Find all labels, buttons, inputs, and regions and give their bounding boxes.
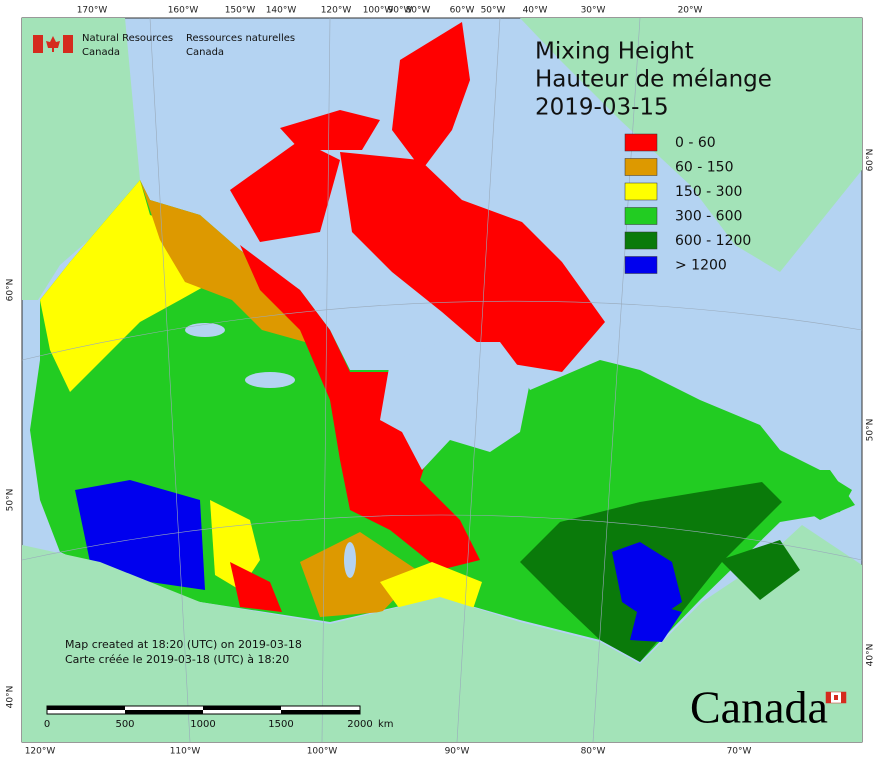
org-en: Canada: [82, 47, 120, 58]
legend-label: > 1200: [675, 258, 727, 274]
scale-label: 1000: [190, 719, 215, 730]
lake: [185, 323, 225, 337]
scale-label: 500: [115, 719, 134, 730]
region-red: [230, 562, 282, 612]
graticule-label: 110°W: [170, 747, 201, 757]
graticule-label: 40°N: [6, 686, 16, 709]
graticule-label: 50°W: [481, 6, 506, 16]
canada-wordmark-flag: [825, 691, 847, 704]
legend-label: 300 - 600: [675, 209, 742, 225]
legend-label: 60 - 150: [675, 160, 734, 176]
arctic-island: [392, 22, 470, 170]
scale-label: 2000: [347, 719, 372, 730]
arctic-island: [340, 152, 605, 372]
org-fr: Ressources naturelles: [186, 33, 295, 44]
graticule-label: 120°W: [25, 747, 56, 757]
legend-swatch: [624, 207, 658, 225]
region-blue: [630, 600, 682, 642]
graticule-label: 80°W: [581, 747, 606, 757]
region-yellow: [210, 500, 260, 590]
legend-swatch: [624, 182, 658, 201]
graticule-label: 160°W: [168, 6, 199, 16]
graticule-label: 150°W: [225, 6, 256, 16]
credit-line: Carte créée le 2019-03-18 (UTC) à 18:20: [65, 653, 289, 666]
flag-bar: [841, 692, 846, 703]
graticule-label: 90°W: [388, 6, 413, 16]
scale-label: 1500: [268, 719, 293, 730]
arctic-island: [280, 110, 380, 150]
graticule-label: 50°N: [866, 419, 876, 442]
graticule-label: 20°W: [678, 6, 703, 16]
title-line: Mixing Height: [535, 39, 694, 65]
org-fr: Canada: [186, 47, 224, 58]
maple-leaf: [834, 695, 838, 700]
greenland: [520, 18, 862, 272]
graticule-label: 70°W: [727, 747, 752, 757]
graticule-label: 80°W: [406, 6, 431, 16]
legend-label: 150 - 300: [675, 184, 742, 200]
title-line: 2019-03-15: [535, 95, 669, 121]
region-blue: [75, 480, 205, 590]
newfoundland: [780, 470, 855, 520]
wordmark: Canada: [690, 682, 828, 733]
graticule-label: 40°W: [523, 6, 548, 16]
nrcan-logo: [33, 35, 73, 53]
region-red: [240, 245, 480, 570]
region-yellow: [380, 562, 482, 612]
scale-segment: [203, 706, 281, 710]
graticule-line: [21, 17, 863, 743]
flag-bar: [33, 35, 43, 53]
maple-leaf: [46, 36, 60, 52]
lake: [245, 372, 295, 388]
graticule-label: 60°W: [450, 6, 475, 16]
graticule-label: 90°W: [445, 747, 470, 757]
graticule-label: 60°N: [866, 149, 876, 172]
graticule-label: 30°W: [581, 6, 606, 16]
map-frame: [21, 17, 863, 743]
region-orange: [300, 532, 420, 617]
maritimes: [720, 540, 800, 600]
org-en: Natural Resources: [82, 33, 173, 44]
scale-label: 0: [44, 719, 50, 730]
graticule-label: 170°W: [77, 6, 108, 16]
legend-swatch: [624, 231, 658, 250]
legend-swatch: [624, 256, 658, 274]
scale-segment: [47, 706, 125, 710]
legend-label: 0 - 60: [675, 135, 716, 151]
graticule-label: 100°W: [307, 747, 338, 757]
hudson-bay: [380, 342, 530, 470]
arctic-island: [230, 140, 340, 242]
scale-segment: [281, 710, 360, 714]
flag-bar: [826, 692, 831, 703]
lake: [344, 542, 356, 578]
alaska: [22, 18, 140, 300]
scale-bar: [46, 705, 361, 715]
graticule-label: 100°W: [363, 6, 394, 16]
flag-bar: [63, 35, 73, 53]
region-blue: [612, 542, 682, 622]
graticule-label: 140°W: [266, 6, 297, 16]
scale-segment: [125, 710, 203, 714]
region-orange: [140, 180, 305, 342]
graticule-label: 120°W: [321, 6, 352, 16]
graticule-label: 40°N: [866, 644, 876, 667]
credit-line: Map created at 18:20 (UTC) on 2019-03-18: [65, 638, 302, 651]
legend-swatch: [624, 133, 658, 152]
graticule-label: 50°N: [6, 489, 16, 512]
graticule-label: 60°N: [6, 279, 16, 302]
united-states: [22, 525, 862, 742]
title-line: Hauteur de mélange: [535, 67, 772, 93]
legend-swatch: [624, 158, 658, 176]
scale-unit: km: [378, 719, 394, 730]
legend-label: 600 - 1200: [675, 233, 751, 249]
